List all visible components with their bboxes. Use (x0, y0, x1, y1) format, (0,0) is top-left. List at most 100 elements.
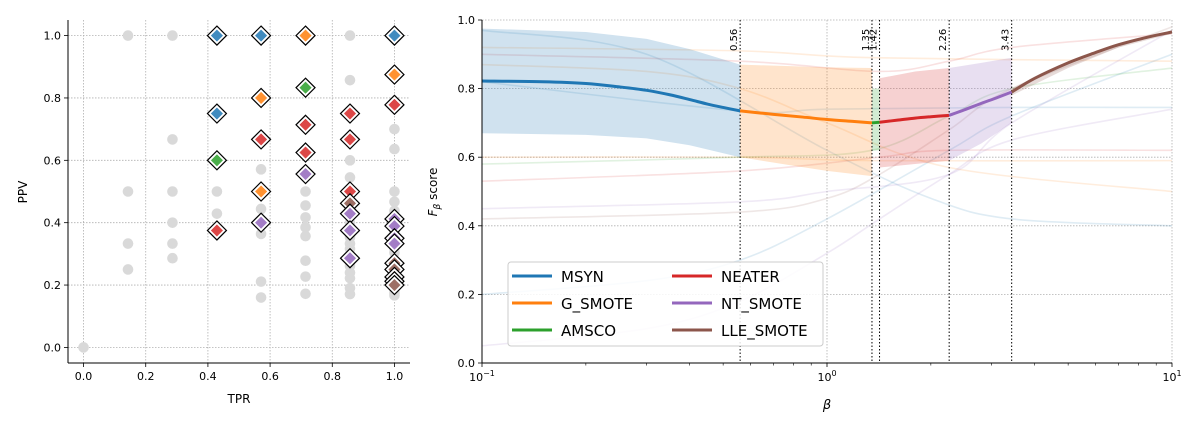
left-y-tick-label: 0.4 (44, 217, 62, 230)
faint-curve (482, 149, 1172, 183)
background-point (300, 212, 311, 223)
highlight-diamond (210, 107, 224, 120)
legend-label: MSYN (561, 268, 604, 286)
left-x-tick-label: 0.2 (137, 370, 155, 383)
series-line-lle_smote (1010, 30, 1172, 94)
left-x-tick-label: 0.6 (261, 370, 279, 383)
highlight-diamond (388, 98, 401, 111)
legend-label: G_SMOTE (561, 295, 633, 314)
faint-curve (482, 32, 1172, 73)
legend-label: LLE_SMOTE (721, 322, 808, 341)
threshold-label: 0.56 (729, 29, 740, 51)
left-y-axis-label: PPV (16, 180, 30, 203)
highlight-diamond (343, 252, 357, 265)
background-point (122, 264, 134, 275)
right-y-tick-label: 1.0 (458, 14, 476, 27)
background-point (167, 252, 178, 264)
tpr-ppv-scatter-panel: 0.0 0.2 0.4 0.6 0.8 1.0 0.0 0.2 0.4 0.6 0.8 1.0 TPR… (16, 20, 410, 406)
background-point (255, 228, 267, 240)
background-point (389, 143, 400, 155)
background-point (344, 288, 356, 300)
background-point (122, 186, 134, 197)
legend-label: AMSCO (561, 322, 616, 340)
main-series (482, 30, 1172, 125)
highlight-diamond (388, 29, 401, 42)
highlight-diamond (299, 167, 312, 181)
series-line-amsco (871, 120, 880, 125)
left-x-tick-label: 0.8 (324, 370, 342, 383)
background-point (167, 186, 178, 197)
right-x-tick-label: 101 (1162, 369, 1181, 384)
highlight-diamond (299, 81, 312, 94)
highlight-diamond (210, 154, 224, 167)
faint-curve (482, 29, 1172, 210)
threshold-lines: 0.56 1.351.42 2.26 3.43 (729, 20, 1013, 363)
faint-curve (482, 156, 1172, 162)
highlight-diamond (343, 207, 357, 220)
series-line-neater (879, 113, 950, 124)
right-y-axis-label: Fβ score (426, 168, 443, 217)
highlight-diamond (254, 29, 268, 42)
background-point (255, 292, 267, 303)
background-point (122, 238, 134, 249)
right-y-tick-label: 0.4 (458, 220, 476, 233)
left-y-tick-label: 0.2 (44, 279, 62, 292)
right-y-tick-label: 0.0 (458, 357, 476, 370)
faint-curve (482, 67, 1172, 165)
highlight-diamond (254, 185, 268, 198)
faint-curve (482, 46, 1172, 62)
highlight-diamond (210, 224, 224, 237)
right-x-tick-label: 10−1 (469, 369, 495, 384)
threshold-label: 1.42 (869, 29, 880, 51)
uncertainty-band (482, 28, 741, 158)
highlight-diamond (343, 224, 357, 237)
highlight-diamond (210, 29, 224, 42)
left-y-tick-label: 0.6 (44, 154, 62, 167)
series-line-g_smote (739, 109, 873, 125)
right-tick-labels: 0.0 0.2 0.4 0.6 0.8 1.0 10−1 100 101 (458, 14, 1182, 384)
background-point (389, 186, 400, 197)
background-point (300, 288, 311, 300)
threshold-label: 1.35 (861, 29, 872, 51)
background-point (167, 217, 178, 228)
legend: MSYN G_SMOTE AMSCO NEATER NT_SMOTE LLE_SMOTE (507, 261, 824, 347)
threshold-label: 2.26 (938, 29, 949, 51)
background-point (389, 123, 400, 135)
highlight-diamond (343, 107, 357, 120)
left-y-tick-label: 0.8 (44, 92, 62, 105)
left-x-tick-label: 1.0 (386, 370, 404, 383)
left-y-tick-label: 0.0 (44, 341, 62, 354)
highlight-diamond (254, 216, 268, 229)
background-point (300, 186, 311, 197)
right-y-tick-label: 0.8 (458, 83, 476, 96)
highlighted-points (206, 25, 405, 296)
background-point (255, 164, 267, 175)
y-label-beta: β (433, 203, 443, 210)
left-x-axis-label: TPR (227, 392, 251, 406)
right-axes (478, 19, 1173, 367)
background-point (344, 272, 356, 284)
background-point (122, 30, 134, 41)
background-point (167, 30, 178, 41)
series-line-nt_smote (948, 90, 1013, 117)
background-point (78, 342, 89, 353)
legend-label: NEATER (721, 268, 780, 286)
background-point (344, 155, 356, 166)
fbeta-score-panel: 0.56 1.351.42 2.26 3.43 0.0 0.2 0.4 0.6 0.8 1.0 1… (426, 14, 1182, 413)
y-label-f: F (426, 208, 440, 216)
background-point (300, 271, 311, 282)
uncertainty-band (949, 57, 1012, 161)
background-point (344, 30, 356, 41)
right-y-tick-label: 0.6 (458, 151, 476, 164)
left-y-tick-label: 1.0 (44, 30, 62, 43)
background-point (300, 200, 311, 211)
background-point (389, 196, 400, 208)
background-point (300, 230, 311, 242)
highlight-diamond (299, 146, 312, 159)
legend-label: NT_SMOTE (721, 295, 802, 314)
highlight-diamond (299, 118, 312, 131)
background-point (344, 74, 356, 86)
left-x-tick-label: 0.4 (199, 370, 217, 383)
y-label-suffix: score (426, 168, 440, 204)
